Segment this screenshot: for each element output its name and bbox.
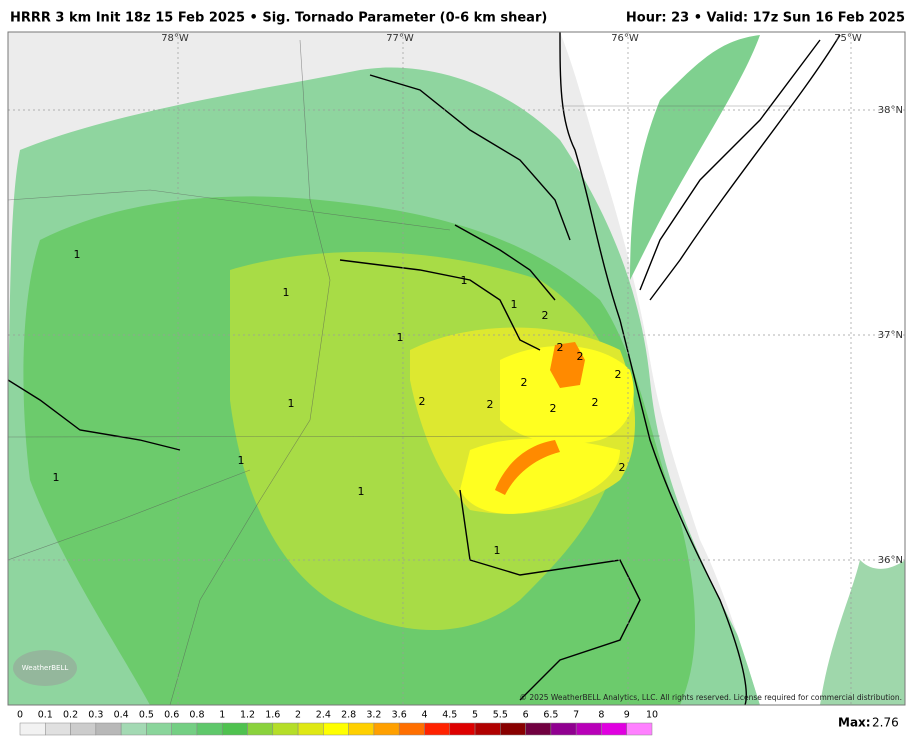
- colorbar-swatch: [196, 722, 223, 736]
- contour-label: 2: [550, 402, 557, 415]
- contour-label: 1: [288, 397, 295, 410]
- area-yellow: [500, 346, 634, 444]
- colorbar-tick-label: 8: [598, 710, 604, 721]
- colorbar-swatch: [297, 722, 324, 736]
- contour-label: 2: [557, 341, 564, 354]
- colorbar-swatch: [626, 722, 653, 736]
- max-label: Max:: [838, 716, 871, 730]
- colorbar-swatch: [247, 722, 274, 736]
- colorbar-tick-label: 10: [646, 710, 658, 721]
- longitude-label: 77°W: [386, 33, 414, 44]
- colorbar-tick-label: 0.3: [88, 710, 103, 721]
- map-labels: 78°W 77°W 76°W 75°W38°N37°N36°N111111111122…: [53, 33, 904, 566]
- contour-label: 1: [397, 331, 404, 344]
- colorbar-tick-label: 4.5: [442, 710, 457, 721]
- colorbar: 0 0.1 0.2 0.3 0.4 0.5 0.6 0.8 1 1.2 1.6 2 2.4 2.8 3.2 3…: [17, 710, 658, 736]
- borders: [8, 39, 790, 705]
- colorbar-tick-label: 0.1: [38, 710, 53, 721]
- contour-label: 1: [238, 454, 245, 467]
- longitude-label: 78°W: [161, 33, 189, 44]
- colorbar-swatch: [575, 722, 602, 736]
- contour-label: 1: [461, 274, 468, 287]
- colorbar-swatch: [373, 722, 400, 736]
- colorbar-tick-label: 7: [573, 710, 579, 721]
- colorbar-tick-label: 2: [295, 710, 301, 721]
- colorbar-tick-label: 9: [624, 710, 630, 721]
- contour-label: 1: [511, 298, 518, 311]
- area-yellow-2: [460, 438, 620, 514]
- area-southeast: [820, 560, 905, 705]
- colorbar-swatch: [272, 722, 299, 736]
- latitude-label: 37°N: [878, 330, 903, 341]
- colorbar-tick-label: 6: [523, 710, 529, 721]
- colorbar-tick-label: 3.6: [392, 710, 407, 721]
- latitude-label: 38°N: [878, 105, 903, 116]
- longitude-label: 76°W: [611, 33, 639, 44]
- colorbar-tick-label: 0: [17, 710, 23, 721]
- colorbar-swatch: [398, 722, 425, 736]
- colorbar-swatch: [323, 722, 349, 736]
- contour-label: 1: [358, 485, 365, 498]
- colorbar-swatch: [348, 722, 375, 736]
- colorbar-swatch: [550, 722, 577, 736]
- colorbar-tick-label: 0.2: [63, 710, 78, 721]
- colorbar-tick-label: 5: [472, 710, 478, 721]
- colorbar-tick-label: 0.4: [114, 710, 129, 721]
- logo: WeatherBELL: [22, 664, 69, 672]
- latitude-label: 36°N: [878, 555, 903, 566]
- colorbar-swatch: [45, 722, 71, 736]
- contour-label: 1: [74, 248, 81, 261]
- contour-label: 2: [419, 395, 426, 408]
- contour-label: 1: [283, 286, 290, 299]
- colorbar-swatch: [19, 722, 46, 736]
- colorbar-tick-label: 2.8: [341, 710, 356, 721]
- contour-label: 2: [619, 461, 626, 474]
- colorbar-swatch: [171, 722, 198, 736]
- coastlines: [8, 32, 841, 705]
- colorbar-swatch: [146, 722, 172, 736]
- copyright: © 2025 WeatherBELL Analytics, LLC. All r…: [520, 693, 902, 702]
- colorbar-swatch: [449, 722, 476, 736]
- colorbar-swatch: [120, 722, 147, 736]
- max-value: 2.76: [872, 716, 899, 730]
- map: 78°W 77°W 76°W 75°W38°N37°N36°N111111111122…: [7, 31, 906, 706]
- colorbar-tick-label: 5.5: [493, 710, 508, 721]
- map-frame: [7, 31, 906, 706]
- contour-label: 2: [487, 398, 494, 411]
- contour-label: 2: [542, 309, 549, 322]
- colorbar-swatch: [221, 722, 248, 736]
- contour-label: 2: [592, 396, 599, 409]
- colorbar-swatch: [95, 722, 122, 736]
- colorbar-tick-label: 0.6: [164, 710, 179, 721]
- colorbar-tick-label: 2.4: [316, 710, 331, 721]
- contour-label: 2: [615, 368, 622, 381]
- graticule: [8, 32, 905, 705]
- header-valid: Hour: 23 • Valid: 17z Sun 16 Feb 2025: [626, 11, 905, 26]
- logo-mark: [13, 650, 77, 686]
- colorbar-swatch: [500, 722, 526, 736]
- contour-label: 1: [53, 471, 60, 484]
- contour-label: 2: [521, 376, 528, 389]
- colorbar-swatch: [601, 722, 627, 736]
- area-orange: [550, 342, 585, 388]
- colorbar-tick-label: 1: [219, 710, 225, 721]
- longitude-label: 75°W: [834, 33, 862, 44]
- colorbar-tick-label: 3.2: [366, 710, 381, 721]
- colorbar-tick-label: 4: [421, 710, 427, 721]
- area-orange-2: [495, 440, 560, 495]
- colorbar-tick-label: 6.5: [543, 710, 558, 721]
- colorbar-swatch: [474, 722, 501, 736]
- area-east-shore: [630, 35, 760, 280]
- colorbar-swatch: [70, 722, 97, 736]
- colorbar-tick-label: 0.8: [189, 710, 204, 721]
- colorbar-swatch: [424, 722, 451, 736]
- colorbar-swatch: [525, 722, 552, 736]
- contour-label: 2: [577, 350, 584, 363]
- colorbar-tick-label: 1.6: [265, 710, 280, 721]
- contour-label: 1: [494, 544, 501, 557]
- colorbar-tick-label: 1.2: [240, 710, 255, 721]
- colorbar-tick-label: 0.5: [139, 710, 154, 721]
- header-title: HRRR 3 km Init 18z 15 Feb 2025 • Sig. To…: [10, 11, 547, 26]
